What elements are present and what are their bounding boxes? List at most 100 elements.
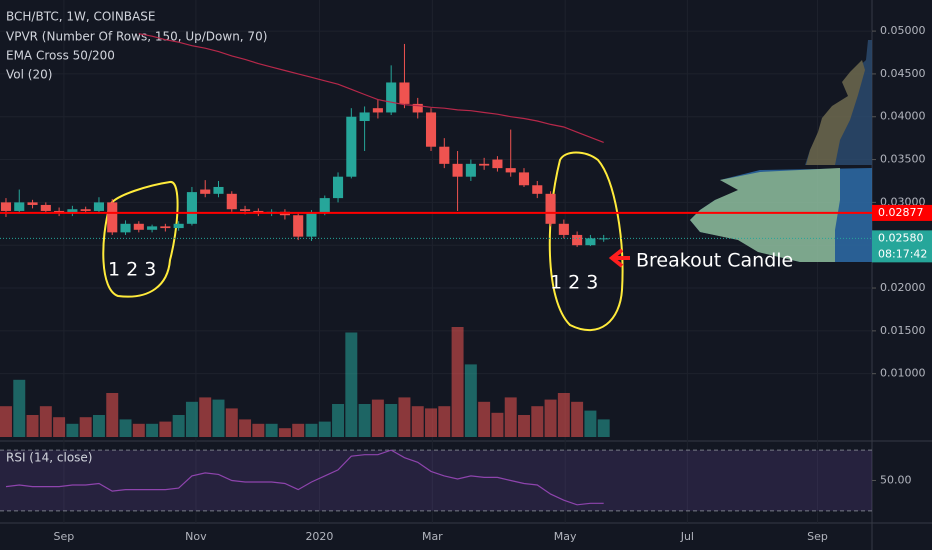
volume-bar [26,415,39,437]
candle-body [372,108,383,113]
price-label: 0.02580 [878,231,924,244]
volume-bar [504,397,517,437]
candle-body [346,116,357,177]
candle-body [359,112,370,122]
volume-bar [438,406,451,437]
candle-body [147,226,158,230]
candle-body [120,223,131,233]
volume-bar [225,408,238,437]
candle-body [332,176,344,199]
volume-bar [239,419,252,437]
candle-body [27,202,38,205]
candle-body [425,112,437,147]
candle-body [412,103,423,113]
indicator-label: Vol (20) [6,68,52,82]
candle-body [40,204,51,211]
volume-bar [451,327,464,437]
volume-bar [119,419,132,437]
candle-body [319,198,330,213]
volume-bar [584,410,597,437]
y-tick-label: 0.02000 [880,281,926,294]
volume-bar [411,406,424,437]
candle-body [585,238,596,246]
candle-body [200,189,211,194]
candle-body [67,209,78,214]
volume-bar [265,423,278,437]
volume-bar [146,423,159,437]
candle-body [133,223,144,230]
volume-bar [13,379,26,437]
volume-bar [172,415,185,437]
x-tick-label: Jul [680,530,694,543]
volume-bar [0,406,12,437]
volume-bar [185,401,198,437]
volume-bar [92,415,105,437]
x-tick-label: Nov [185,530,207,543]
volume-bar [398,397,411,437]
price-label-box [872,204,932,221]
volume-profile [690,40,872,262]
volume-bar [531,406,544,437]
volume-bar [252,423,265,437]
price-label: 0.02877 [878,206,924,219]
volume-bar [345,332,358,437]
countdown: 08:17:42 [878,247,927,260]
candle-body [465,163,476,177]
volume-bar [332,404,345,437]
volume-bar [79,417,92,437]
volume-bar [358,404,371,437]
candle-body [213,186,224,194]
volume-bar [318,421,331,437]
candle-body [492,159,503,169]
volume-bar [385,404,398,437]
candle-body [558,223,569,235]
highlight-ellipse [548,151,624,331]
volume-bar [544,399,557,437]
chart-title: BCH/BTC, 1W, COINBASE [6,10,155,24]
volume-bar [478,401,491,437]
ema-line [138,33,604,143]
y-tick-label: 0.05000 [880,24,926,37]
volume-bar [571,401,584,437]
volume-bar [371,399,384,437]
volume-bar [199,397,212,437]
x-tick-label: Sep [54,530,75,543]
y-tick-label: 0.04500 [880,67,926,80]
x-tick-label: Mar [422,530,443,543]
rsi-tick-label: 50.00 [880,473,912,486]
candle-body [306,212,317,237]
candle-body [545,193,556,224]
candle-body [518,172,530,186]
volume-bar [425,408,437,437]
rsi-title: RSI (14, close) [6,451,92,465]
candle-body [14,202,25,211]
candle-body [240,209,251,211]
candle-body [93,202,105,211]
candle-body [386,82,397,113]
highlight-ellipse [102,181,179,298]
annotation: Breakout Candle [636,250,793,272]
candle-body [452,163,463,177]
annotation: 1 2 3 [108,259,156,281]
volume-bar [597,419,610,437]
volume-bar [132,423,145,437]
y-tick-label: 0.01000 [880,367,926,380]
x-tick-label: May [554,530,577,543]
candle-body [107,202,118,233]
volume-bar [292,423,305,437]
arrow [608,248,630,268]
volume-bar [278,428,291,437]
candle-body [572,234,583,246]
volume-bar [518,415,530,437]
indicator-label: VPVR (Number Of Rows, 150, Up/Down, 70) [6,30,267,44]
candle-body [505,168,516,173]
candle-body [532,185,543,194]
candle-body [160,226,171,229]
rsi-pane [0,441,872,523]
annotation: 1 2 3 [550,272,598,294]
x-tick-label: Sep [807,530,828,543]
candle-body [80,209,91,211]
volume-bar [106,393,119,437]
volume-bar [305,423,318,437]
